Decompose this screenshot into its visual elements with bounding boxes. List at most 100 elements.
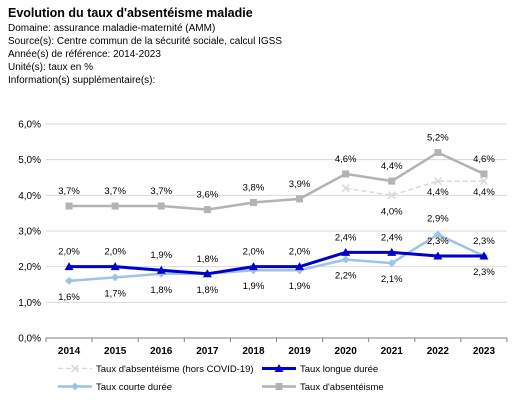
legend-marker-absenteisme [275, 383, 283, 390]
y-tick-label: 0,0% [18, 334, 41, 345]
y-tick-label: 1,0% [18, 298, 41, 309]
point-longue-duree [248, 262, 258, 271]
legend-item-hors-covid: Taux d'absentéisme (hors COVID-19) [58, 364, 254, 375]
series-absenteisme [65, 149, 488, 214]
point-longue-duree [479, 251, 489, 260]
chart-title: Evolution du taux d'absentéisme maladie [8, 6, 253, 20]
series-courte-duree [65, 230, 488, 285]
legend-item-absenteisme: Taux d'absentéisme [262, 382, 384, 393]
y-tick-label: 6,0% [18, 120, 41, 131]
point-courte-duree [433, 230, 442, 239]
series-hors-covid [341, 177, 488, 200]
point-courte-duree [111, 273, 120, 282]
x-tick-label: 2022 [427, 346, 450, 357]
point-absenteisme [296, 195, 304, 203]
data-label-longue-duree: 2,4% [381, 232, 403, 243]
source-line: Source(s): Centre commun de la sécurité … [8, 36, 282, 47]
legend-marker-hors-covid [70, 364, 80, 373]
data-label-courte-duree: 1,8% [197, 285, 219, 296]
data-label-courte-duree: 2,3% [473, 267, 495, 278]
legend-label-hors-covid: Taux d'absentéisme (hors COVID-19) [96, 364, 254, 375]
y-tick-label: 2,0% [18, 262, 41, 273]
data-label-absenteisme: 4,4% [381, 161, 403, 172]
point-longue-duree [387, 247, 397, 256]
series-line-longue-duree [69, 250, 484, 276]
point-longue-duree [341, 247, 351, 256]
data-label-courte-duree: 1,6% [58, 292, 80, 303]
point-absenteisme [342, 170, 350, 178]
data-label-longue-duree: 2,0% [243, 247, 265, 258]
y-tick-label: 4,0% [18, 191, 41, 202]
series-line-absenteisme [69, 151, 485, 211]
data-label-longue-duree: 2,0% [289, 247, 311, 258]
data-label-longue-duree: 2,3% [427, 236, 449, 247]
info-line: Information(s) supplémentaire(s): [8, 75, 156, 86]
unit-line: Unité(s): taux en % [8, 62, 94, 73]
x-tick-label: 2018 [242, 346, 265, 357]
legend-item-courte-duree: Taux courte durée [58, 382, 172, 393]
x-axis: 2014 2015 2016 2017 2018 2019 2020 2021 2022 2023 [45, 338, 508, 357]
point-absenteisme [480, 170, 488, 178]
data-label-absenteisme: 3,8% [243, 182, 265, 193]
x-tick-label: 2023 [473, 346, 496, 357]
data-label-longue-duree: 2,4% [335, 232, 357, 243]
data-label-absenteisme: 3,9% [289, 179, 311, 190]
point-longue-duree [433, 251, 443, 260]
x-tick-label: 2015 [104, 346, 127, 357]
legend-label-longue-duree: Taux longue durée [300, 364, 378, 375]
point-longue-duree [202, 269, 212, 278]
data-label-absenteisme: 3,6% [197, 190, 219, 201]
x-tick-label: 2017 [196, 346, 219, 357]
point-longue-duree [295, 262, 305, 271]
data-label-absenteisme: 5,2% [427, 133, 449, 144]
data-label-absenteisme: 3,7% [150, 186, 172, 197]
data-label-longue-duree: 1,9% [150, 250, 172, 261]
data-labels: 4,0% 4,4% 4,4% 3,7% 3,7% 3,7% 3,6% 3,8% 3,9% 4,6%… [58, 133, 495, 303]
data-label-courte-duree: 2,9% [427, 214, 449, 225]
data-label-absenteisme: 4,6% [335, 154, 357, 165]
point-absenteisme [111, 202, 119, 210]
x-tick-label: 2020 [335, 346, 358, 357]
data-label-longue-duree: 1,8% [197, 254, 219, 265]
point-courte-duree [341, 255, 350, 264]
point-absenteisme [65, 202, 73, 210]
x-tick-label: 2014 [58, 346, 81, 357]
data-label-hors-covid: 4,0% [381, 206, 403, 217]
y-axis: 0,0% 1,0% 2,0% 3,0% 4,0% 5,0% 6,0% [18, 120, 41, 345]
point-absenteisme [157, 202, 165, 210]
data-label-absenteisme: 4,6% [473, 154, 495, 165]
point-hors-covid [479, 177, 488, 186]
data-label-courte-duree: 1,7% [104, 288, 126, 299]
point-courte-duree [387, 259, 396, 268]
data-label-longue-duree: 2,0% [104, 247, 126, 258]
legend-label-absenteisme: Taux d'absentéisme [300, 382, 384, 393]
years-line: Année(s) de référence: 2014-2023 [8, 49, 161, 60]
point-longue-duree [156, 265, 166, 274]
series-line-hors-covid [345, 180, 484, 197]
legend-marker-courte-duree [71, 382, 79, 391]
point-absenteisme [249, 198, 257, 206]
series-longue-duree [64, 247, 489, 278]
point-absenteisme [434, 149, 442, 157]
point-hors-covid [387, 191, 396, 200]
point-longue-duree [64, 262, 74, 271]
data-label-longue-duree: 2,3% [473, 236, 495, 247]
series-line-courte-duree [68, 233, 485, 283]
data-label-longue-duree: 2,0% [58, 247, 80, 258]
x-tick-label: 2016 [150, 346, 173, 357]
point-absenteisme [203, 206, 211, 214]
data-label-courte-duree: 1,9% [243, 281, 265, 292]
y-tick-label: 5,0% [18, 155, 41, 166]
data-label-courte-duree: 1,9% [289, 281, 311, 292]
x-tick-label: 2019 [288, 346, 311, 357]
data-label-absenteisme: 3,7% [58, 186, 80, 197]
data-label-hors-covid: 4,4% [427, 187, 449, 198]
data-label-courte-duree: 2,1% [381, 274, 403, 285]
data-label-absenteisme: 3,7% [104, 186, 126, 197]
point-longue-duree [110, 262, 120, 271]
point-hors-covid [341, 184, 350, 193]
legend-marker-longue-duree [274, 364, 284, 372]
point-absenteisme [388, 177, 396, 185]
legend-label-courte-duree: Taux courte durée [96, 382, 172, 393]
